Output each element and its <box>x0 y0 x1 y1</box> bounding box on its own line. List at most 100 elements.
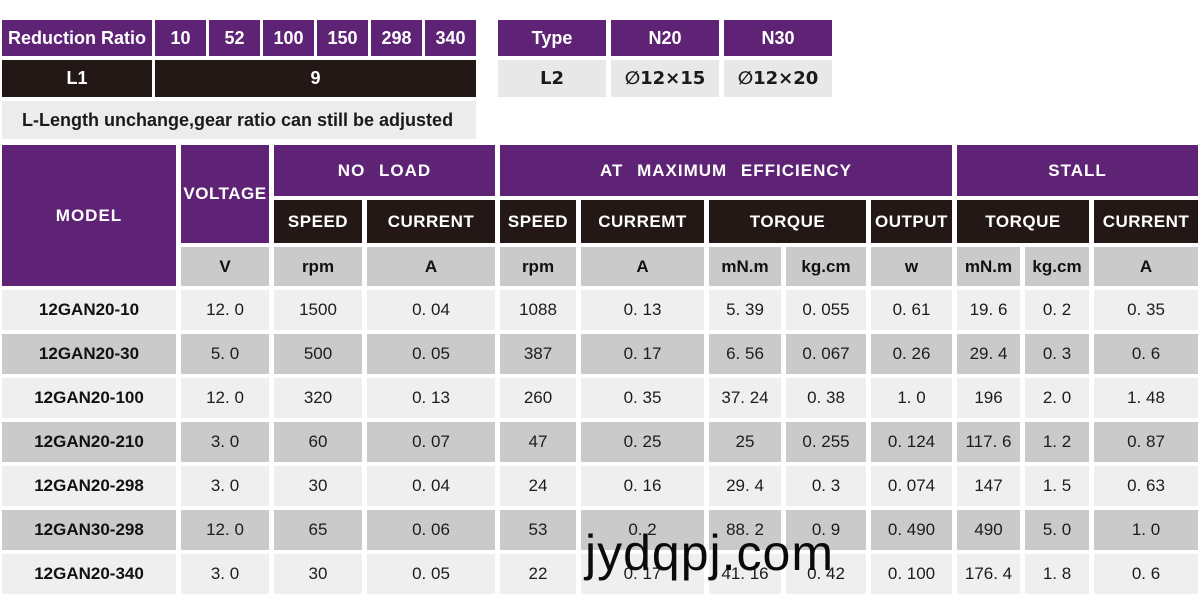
spec-value-cell: 0. 6 <box>1094 334 1198 374</box>
sub-header-noload-speed: SPEED <box>274 200 362 243</box>
unit-cell: kg.cm <box>786 247 866 286</box>
spec-value-cell: 500 <box>274 334 362 374</box>
ratio-cell: 150 <box>317 20 368 56</box>
n30-dimension: ∅12×20 <box>724 60 832 97</box>
spec-value-cell: 0. 055 <box>786 290 866 330</box>
ratio-cell: 52 <box>209 20 260 56</box>
spec-value-cell: 0. 42 <box>786 554 866 594</box>
spec-value-cell: 0. 61 <box>871 290 952 330</box>
voltage-header: VOLTAGE <box>181 145 269 243</box>
spec-value-cell: 5. 39 <box>709 290 781 330</box>
spec-value-cell: 0. 16 <box>581 466 704 506</box>
spec-value-cell: 0. 06 <box>367 510 495 550</box>
spec-value-cell: 12. 0 <box>181 378 269 418</box>
spec-value-cell: 65 <box>274 510 362 550</box>
unit-cell: A <box>367 247 495 286</box>
spec-value-cell: 25 <box>709 422 781 462</box>
spec-value-cell: 0. 100 <box>871 554 952 594</box>
spec-value-cell: 0. 63 <box>1094 466 1198 506</box>
spec-value-cell: 3. 0 <box>181 554 269 594</box>
sub-header-output: OUTPUT <box>871 200 952 243</box>
spec-value-cell: 1. 8 <box>1025 554 1089 594</box>
ratio-cell: 340 <box>425 20 476 56</box>
spec-value-cell: 88. 2 <box>709 510 781 550</box>
model-cell: 12GAN30-298 <box>2 510 176 550</box>
l2-label: L2 <box>498 60 606 97</box>
spec-value-cell: 41. 16 <box>709 554 781 594</box>
unit-cell: mN.m <box>709 247 781 286</box>
l1-value: 9 <box>155 60 476 97</box>
spec-value-cell: 30 <box>274 466 362 506</box>
type-header: Type <box>498 20 606 56</box>
model-cell: 12GAN20-10 <box>2 290 176 330</box>
spec-value-cell: 0. 04 <box>367 290 495 330</box>
n30-header: N30 <box>724 20 832 56</box>
model-header: MODEL <box>2 145 176 286</box>
unit-cell: A <box>581 247 704 286</box>
sub-header-stall-torque: TORQUE <box>957 200 1089 243</box>
spec-value-cell: 387 <box>500 334 576 374</box>
group-header-stall: STALL <box>957 145 1198 196</box>
ratio-cell: 10 <box>155 20 206 56</box>
spec-value-cell: 1088 <box>500 290 576 330</box>
spec-value-cell: 320 <box>274 378 362 418</box>
spec-table: MODEL VOLTAGE NO LOAD AT MAXIMUM EFFICIE… <box>2 145 1198 594</box>
spec-value-cell: 2. 0 <box>1025 378 1089 418</box>
sub-header-maxeff-speed: SPEED <box>500 200 576 243</box>
spec-value-cell: 6. 56 <box>709 334 781 374</box>
unit-cell: A <box>1094 247 1198 286</box>
spec-value-cell: 0. 490 <box>871 510 952 550</box>
spec-value-cell: 1500 <box>274 290 362 330</box>
spec-value-cell: 0. 13 <box>581 290 704 330</box>
spec-value-cell: 0. 13 <box>367 378 495 418</box>
unit-cell: rpm <box>274 247 362 286</box>
spec-value-cell: 0. 067 <box>786 334 866 374</box>
spec-value-cell: 24 <box>500 466 576 506</box>
spec-value-cell: 260 <box>500 378 576 418</box>
spec-value-cell: 29. 4 <box>957 334 1020 374</box>
spec-value-cell: 1. 5 <box>1025 466 1089 506</box>
spec-value-cell: 0. 2 <box>1025 290 1089 330</box>
spec-value-cell: 0. 124 <box>871 422 952 462</box>
unit-cell: mN.m <box>957 247 1020 286</box>
model-cell: 12GAN20-100 <box>2 378 176 418</box>
spec-value-cell: 60 <box>274 422 362 462</box>
spec-value-cell: 176. 4 <box>957 554 1020 594</box>
spec-value-cell: 1. 2 <box>1025 422 1089 462</box>
model-cell: 12GAN20-30 <box>2 334 176 374</box>
spec-value-cell: 0. 05 <box>367 334 495 374</box>
unit-cell: rpm <box>500 247 576 286</box>
spec-value-cell: 0. 255 <box>786 422 866 462</box>
ratio-cell: 100 <box>263 20 314 56</box>
spec-value-cell: 0. 38 <box>786 378 866 418</box>
spec-value-cell: 12. 0 <box>181 290 269 330</box>
model-cell: 12GAN20-340 <box>2 554 176 594</box>
spec-value-cell: 196 <box>957 378 1020 418</box>
spec-value-cell: 19. 6 <box>957 290 1020 330</box>
spec-value-cell: 5. 0 <box>181 334 269 374</box>
sub-header-stall-current: CURRENT <box>1094 200 1198 243</box>
unit-cell: w <box>871 247 952 286</box>
spec-value-cell: 1. 48 <box>1094 378 1198 418</box>
spec-value-cell: 0. 3 <box>786 466 866 506</box>
spec-value-cell: 22 <box>500 554 576 594</box>
spec-value-cell: 1. 0 <box>1094 510 1198 550</box>
spec-value-cell: 0. 07 <box>367 422 495 462</box>
spec-value-cell: 0. 9 <box>786 510 866 550</box>
reduction-ratio-table: Reduction Ratio 10 52 100 150 298 340 L1… <box>2 20 476 139</box>
ratio-cell: 298 <box>371 20 422 56</box>
unit-cell: kg.cm <box>1025 247 1089 286</box>
model-cell: 12GAN20-210 <box>2 422 176 462</box>
group-header-no-load: NO LOAD <box>274 145 495 196</box>
n20-dimension: ∅12×15 <box>611 60 719 97</box>
sub-header-maxeff-current: CURREMT <box>581 200 704 243</box>
model-cell: 12GAN20-298 <box>2 466 176 506</box>
unit-cell: V <box>181 247 269 286</box>
length-note: L-Length unchange,gear ratio can still b… <box>2 101 476 139</box>
spec-value-cell: 0. 17 <box>581 334 704 374</box>
spec-value-cell: 147 <box>957 466 1020 506</box>
spec-value-cell: 0. 26 <box>871 334 952 374</box>
spec-value-cell: 37. 24 <box>709 378 781 418</box>
spec-value-cell: 0. 25 <box>581 422 704 462</box>
spec-value-cell: 0. 074 <box>871 466 952 506</box>
